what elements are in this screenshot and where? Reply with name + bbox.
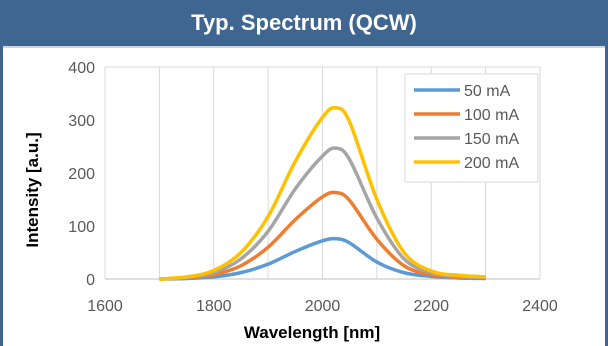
y-tick-label: 0 [86, 272, 95, 289]
x-tick-label: 2200 [413, 298, 449, 315]
x-axis-label: Wavelength [nm] [244, 323, 380, 342]
y-tick-label: 400 [68, 60, 95, 77]
panel-header: Typ. Spectrum (QCW) [0, 0, 608, 48]
x-tick-label: 1600 [87, 298, 123, 315]
legend-label: 100 mA [464, 107, 519, 124]
chart-series [159, 105, 486, 281]
legend-box [404, 73, 539, 183]
series-line-1 [159, 190, 486, 281]
panel-border-left [0, 46, 3, 346]
y-axis-label: Intensity [a.u.] [23, 132, 42, 247]
y-tick-label: 100 [68, 219, 95, 236]
x-tick-label: 1800 [196, 298, 232, 315]
legend-label: 150 mA [464, 131, 519, 148]
y-tick-label: 200 [68, 166, 95, 183]
panel-border-right [605, 46, 608, 346]
x-tick-label: 2400 [522, 298, 558, 315]
panel-title: Typ. Spectrum (QCW) [191, 10, 417, 35]
x-tick-label: 2000 [305, 298, 341, 315]
legend-label: 50 mA [464, 83, 511, 100]
y-tick-label: 300 [68, 113, 95, 130]
series-line-0 [159, 236, 486, 281]
legend-label: 200 mA [464, 155, 519, 172]
chart-axis: 0 100 200 300 400 1600 1800 2000 2200 2400 [68, 60, 558, 315]
series-line-3 [159, 105, 486, 281]
chart-legend: 50 mA 100 mA 150 mA 200 mA [404, 73, 539, 183]
